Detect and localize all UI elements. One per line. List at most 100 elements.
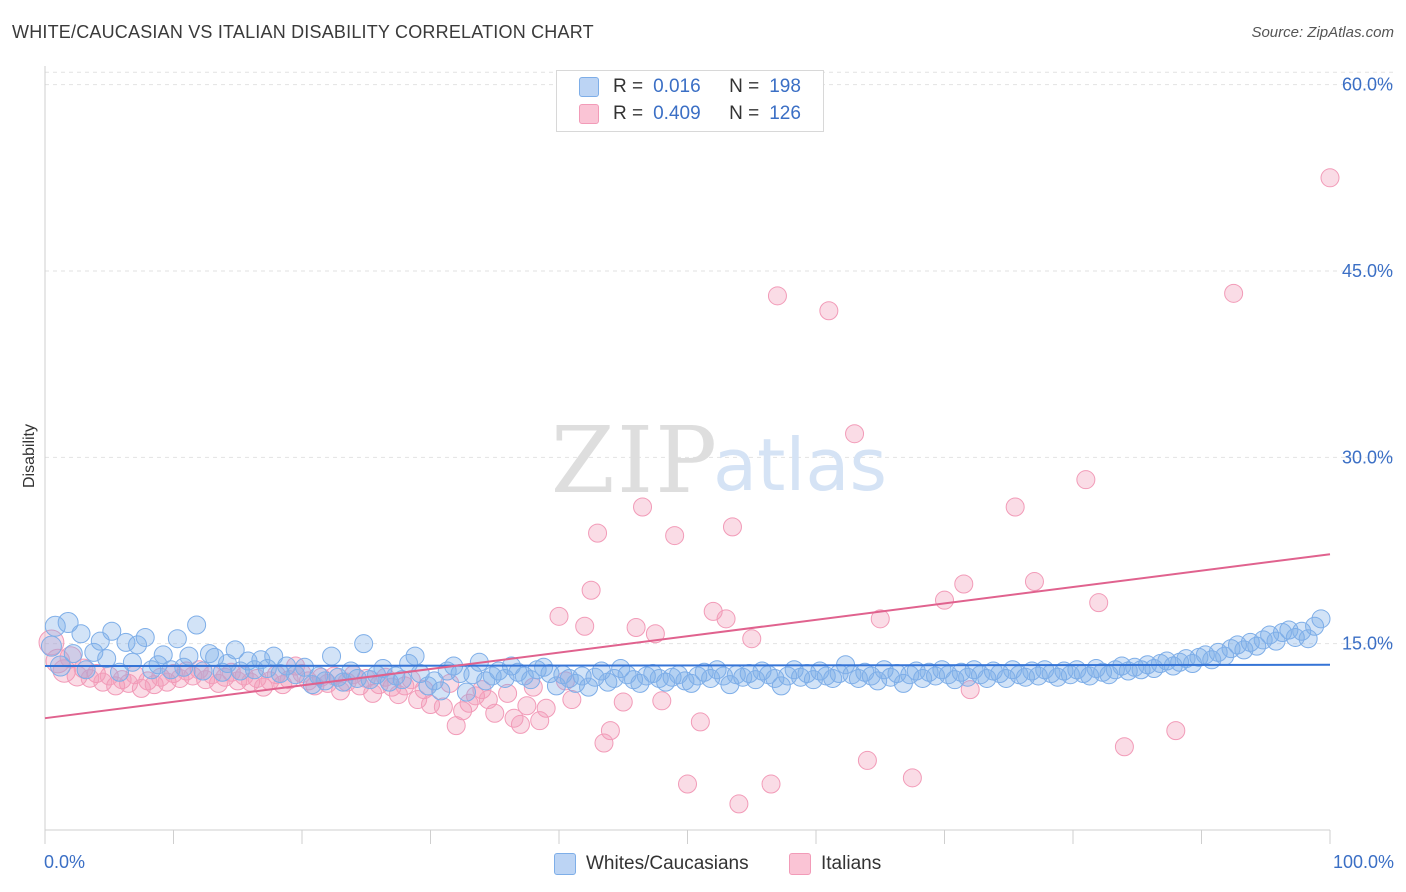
point-italians	[870, 609, 890, 629]
point-whites	[102, 621, 122, 641]
watermark: ZIP atlas	[551, 407, 887, 514]
point-whites	[405, 646, 425, 666]
point-whites	[153, 645, 173, 665]
point-whites	[199, 644, 219, 664]
point-whites	[1292, 621, 1312, 641]
point-italians	[408, 690, 428, 710]
series-whites	[40, 609, 1331, 702]
y-tick-label: 15.0%	[1342, 634, 1393, 654]
point-italians	[498, 683, 518, 703]
legend-r-label: R =	[613, 103, 644, 124]
point-whites	[823, 668, 843, 688]
point-whites	[1080, 666, 1100, 686]
point-whites	[187, 615, 207, 635]
legend-row-whites: R = 0.016 N = 198	[579, 75, 801, 99]
point-italians	[581, 580, 601, 600]
point-italians	[742, 629, 762, 649]
point-italians	[665, 526, 685, 546]
point-italians	[902, 768, 922, 788]
trend-lines	[44, 553, 1331, 720]
point-whites	[63, 644, 83, 664]
point-whites	[174, 657, 194, 677]
point-whites	[71, 624, 91, 644]
point-whites	[630, 673, 650, 693]
point-italians	[1320, 168, 1340, 188]
point-whites	[392, 670, 412, 690]
point-italians	[1076, 470, 1096, 490]
point-whites	[76, 660, 96, 680]
point-italians	[645, 624, 665, 644]
point-italians	[652, 691, 672, 711]
legend-n-label: N =	[729, 76, 760, 97]
point-italians	[954, 574, 974, 594]
point-whites	[322, 646, 342, 666]
point-whites	[386, 666, 406, 686]
point-italians	[633, 497, 653, 517]
point-italians	[767, 286, 787, 306]
x-tick-label-min: 0.0%	[44, 852, 86, 872]
point-whites	[566, 673, 586, 693]
legend: R = 0.016 N = 198 R = 0.409 N = 126	[556, 70, 824, 132]
point-whites	[476, 671, 496, 691]
bottom-legend-label-whites: Whites/Caucasians	[586, 853, 749, 874]
point-whites	[1311, 609, 1331, 629]
point-italians	[960, 680, 980, 700]
source-label: Source: ZipAtlas.com	[1251, 24, 1394, 41]
point-whites	[431, 681, 451, 701]
axes	[44, 66, 1331, 844]
point-whites	[270, 663, 290, 683]
point-italians	[1166, 721, 1186, 741]
point-italians	[1089, 593, 1109, 613]
point-whites	[424, 671, 444, 691]
point-whites	[122, 652, 142, 672]
legend-n-value-italians: 126	[769, 103, 801, 124]
point-whites	[135, 627, 155, 647]
point-italians	[485, 703, 505, 723]
point-italians	[761, 774, 781, 794]
point-whites	[225, 640, 245, 660]
legend-n-value-whites: 198	[769, 76, 801, 97]
watermark-atlas: atlas	[713, 423, 887, 507]
gridlines	[45, 71, 1394, 645]
point-whites	[128, 635, 148, 655]
point-italians	[1114, 737, 1134, 757]
point-italians	[1024, 572, 1044, 592]
point-whites	[1298, 629, 1318, 649]
point-whites	[179, 646, 199, 666]
point-italians	[613, 692, 633, 712]
point-whites	[1305, 616, 1325, 636]
point-whites	[681, 673, 701, 693]
bottom-legend-italians: Italians	[789, 851, 881, 877]
point-whites	[598, 672, 618, 692]
point-whites	[418, 676, 438, 696]
point-whites	[44, 615, 66, 637]
point-whites	[57, 612, 79, 634]
point-italians	[433, 697, 453, 717]
point-whites	[521, 670, 541, 690]
y-tick-labels: 15.0% 30.0% 45.0% 60.0%	[1342, 75, 1393, 654]
point-italians	[131, 678, 151, 698]
point-italians	[562, 690, 582, 710]
legend-swatch-whites	[579, 77, 599, 97]
point-italians	[729, 794, 749, 814]
point-italians	[845, 424, 865, 444]
point-italians	[112, 670, 132, 690]
series-italians	[38, 168, 1340, 814]
point-italians	[594, 733, 614, 753]
point-whites	[354, 634, 374, 654]
watermark-zip: ZIP	[551, 407, 719, 514]
bottom-legend-swatch-italians	[789, 853, 811, 875]
point-italians	[459, 693, 479, 713]
legend-swatch-italians	[579, 104, 599, 124]
point-italians	[575, 616, 595, 636]
point-italians	[453, 701, 473, 721]
point-whites	[110, 662, 130, 682]
bottom-legend-whites: Whites/Caucasians	[554, 851, 749, 877]
point-italians	[857, 750, 877, 770]
y-tick-label: 45.0%	[1342, 261, 1393, 281]
point-whites	[257, 659, 277, 679]
point-whites	[868, 671, 888, 691]
point-italians	[716, 609, 736, 629]
legend-r-value-whites: 0.016	[653, 76, 701, 97]
chart-title: WHITE/CAUCASIAN VS ITALIAN DISABILITY CO…	[12, 22, 594, 42]
